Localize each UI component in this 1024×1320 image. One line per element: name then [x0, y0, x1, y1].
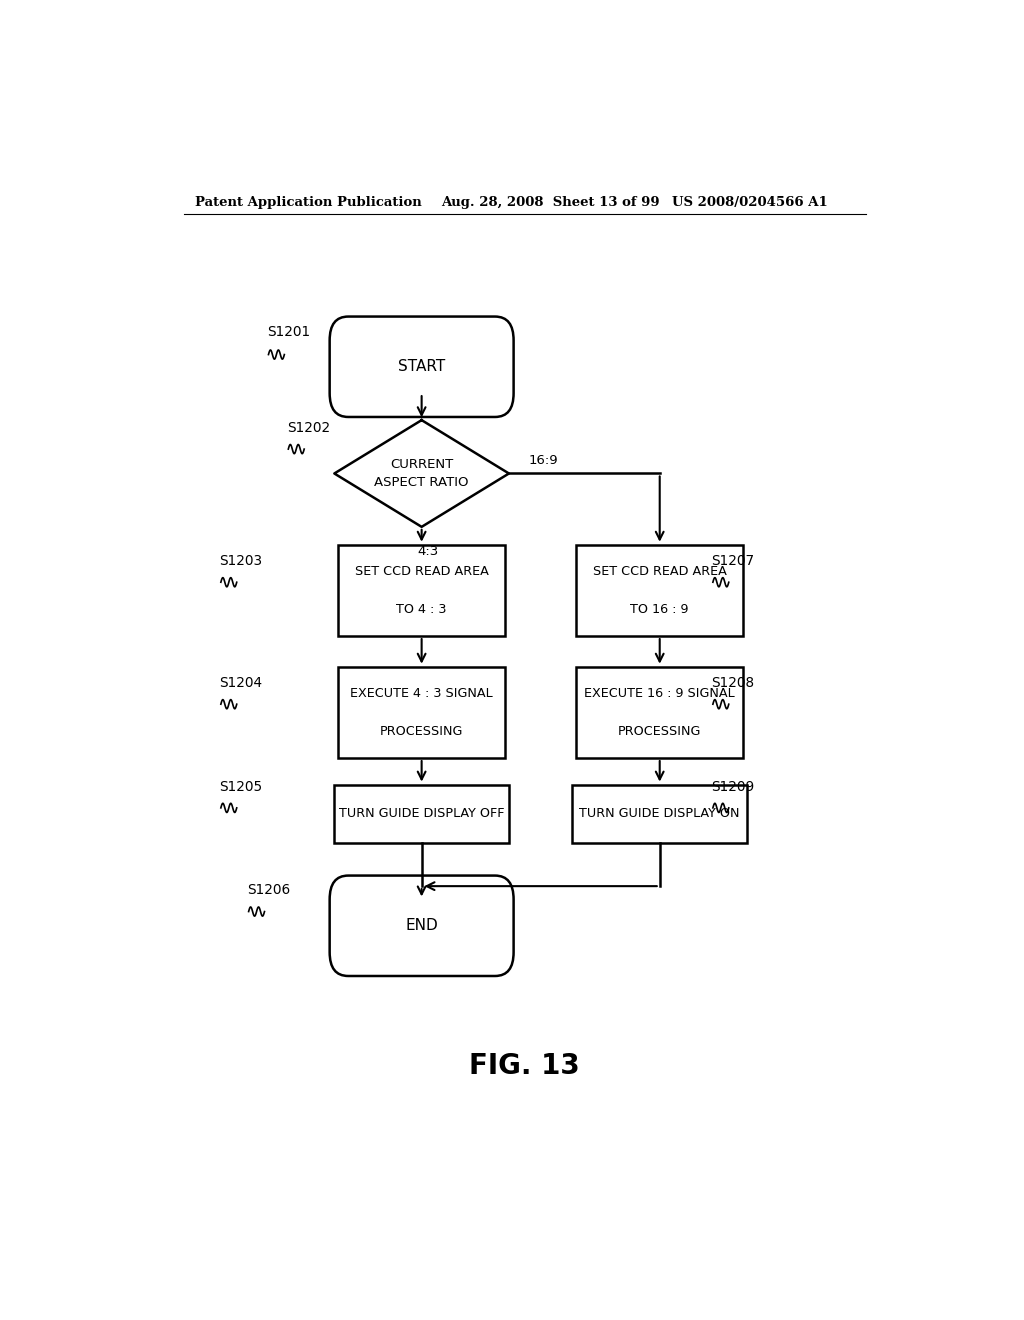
Text: S1208: S1208	[712, 676, 755, 690]
Text: END: END	[406, 919, 438, 933]
Text: 16:9: 16:9	[528, 454, 558, 467]
Text: S1205: S1205	[219, 780, 262, 793]
Text: S1206: S1206	[247, 883, 290, 898]
Bar	[334, 784, 509, 843]
Text: TURN GUIDE DISPLAY ON: TURN GUIDE DISPLAY ON	[580, 808, 740, 821]
Text: EXECUTE 16 : 9 SIGNAL

PROCESSING: EXECUTE 16 : 9 SIGNAL PROCESSING	[585, 686, 735, 738]
Text: START: START	[398, 359, 445, 375]
Text: CURRENT
ASPECT RATIO: CURRENT ASPECT RATIO	[375, 458, 469, 488]
Text: Patent Application Publication: Patent Application Publication	[196, 195, 422, 209]
FancyBboxPatch shape	[330, 875, 514, 975]
Text: S1204: S1204	[219, 676, 262, 690]
Text: EXECUTE 4 : 3 SIGNAL

PROCESSING: EXECUTE 4 : 3 SIGNAL PROCESSING	[350, 686, 493, 738]
Text: TURN GUIDE DISPLAY OFF: TURN GUIDE DISPLAY OFF	[339, 808, 505, 821]
Bar	[572, 784, 748, 843]
Text: S1202: S1202	[287, 421, 330, 434]
Text: SET CCD READ AREA

TO 4 : 3: SET CCD READ AREA TO 4 : 3	[354, 565, 488, 616]
Text: FIG. 13: FIG. 13	[469, 1052, 581, 1080]
Text: Aug. 28, 2008  Sheet 13 of 99: Aug. 28, 2008 Sheet 13 of 99	[441, 195, 660, 209]
Bar	[577, 545, 743, 636]
Bar	[338, 545, 505, 636]
Text: US 2008/0204566 A1: US 2008/0204566 A1	[672, 195, 827, 209]
FancyBboxPatch shape	[330, 317, 514, 417]
Text: SET CCD READ AREA

TO 16 : 9: SET CCD READ AREA TO 16 : 9	[593, 565, 727, 616]
Text: S1203: S1203	[219, 554, 262, 568]
Bar	[577, 667, 743, 758]
Bar	[338, 667, 505, 758]
Text: S1201: S1201	[267, 325, 310, 339]
Text: S1207: S1207	[712, 554, 755, 568]
Text: S1209: S1209	[712, 780, 755, 793]
Text: 4:3: 4:3	[418, 545, 438, 558]
